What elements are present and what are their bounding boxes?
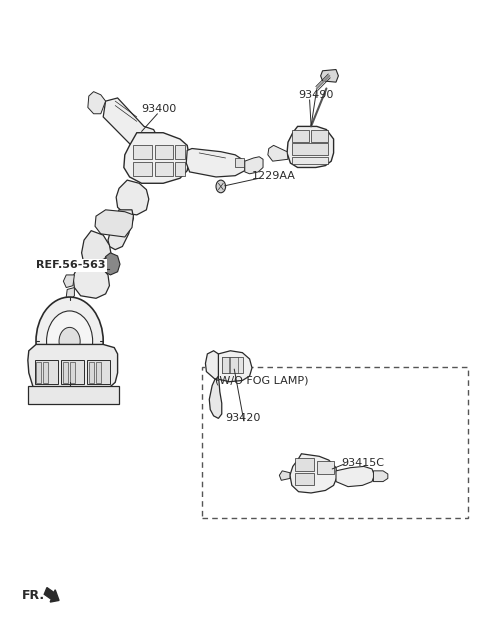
Polygon shape — [28, 386, 119, 404]
Bar — [96, 362, 101, 383]
Bar — [222, 357, 229, 373]
Text: 93400: 93400 — [142, 104, 177, 114]
Bar — [63, 362, 68, 383]
Polygon shape — [186, 149, 245, 177]
Bar — [292, 130, 309, 142]
Bar — [311, 130, 328, 142]
Bar — [155, 162, 173, 176]
Text: FR.: FR. — [22, 589, 45, 602]
Bar — [87, 360, 110, 384]
Polygon shape — [66, 288, 74, 300]
Polygon shape — [209, 379, 222, 418]
Bar — [235, 158, 244, 167]
Polygon shape — [373, 471, 388, 482]
Polygon shape — [95, 210, 133, 237]
Bar — [292, 157, 328, 164]
Bar — [175, 145, 185, 159]
Bar — [175, 162, 185, 176]
Bar — [295, 473, 314, 485]
Polygon shape — [336, 466, 374, 487]
Bar — [222, 357, 243, 373]
Text: REF.56-563: REF.56-563 — [36, 260, 106, 270]
Polygon shape — [108, 210, 133, 250]
Polygon shape — [287, 126, 334, 167]
Text: (W/O FOG LAMP): (W/O FOG LAMP) — [215, 375, 309, 386]
Bar — [89, 362, 94, 383]
Bar — [292, 143, 328, 155]
Polygon shape — [28, 344, 118, 389]
Bar — [70, 362, 75, 383]
Polygon shape — [279, 471, 290, 480]
FancyArrow shape — [44, 588, 59, 602]
Circle shape — [36, 297, 103, 386]
Polygon shape — [73, 262, 109, 298]
Polygon shape — [103, 253, 120, 275]
Bar — [61, 360, 84, 384]
Polygon shape — [218, 351, 252, 382]
Circle shape — [47, 311, 93, 372]
Polygon shape — [245, 157, 263, 174]
Polygon shape — [63, 275, 74, 288]
Text: 93415C: 93415C — [341, 458, 384, 468]
Polygon shape — [82, 231, 111, 273]
Text: 93420: 93420 — [226, 413, 261, 423]
Bar — [133, 145, 152, 159]
Polygon shape — [205, 351, 223, 379]
Bar — [317, 461, 334, 474]
Bar — [35, 360, 58, 384]
Bar — [43, 362, 48, 383]
Bar — [202, 367, 468, 518]
Polygon shape — [116, 180, 149, 215]
Polygon shape — [103, 98, 158, 155]
Polygon shape — [290, 454, 337, 493]
Polygon shape — [88, 92, 106, 114]
Polygon shape — [268, 145, 288, 161]
Circle shape — [59, 327, 80, 355]
Bar — [155, 145, 173, 159]
Polygon shape — [321, 70, 338, 82]
Polygon shape — [124, 133, 190, 183]
Text: 93490: 93490 — [299, 90, 334, 100]
Bar — [133, 162, 152, 176]
Bar — [295, 458, 314, 471]
Text: 1229AA: 1229AA — [252, 171, 296, 181]
Circle shape — [216, 180, 226, 193]
Bar — [230, 357, 238, 373]
Bar — [36, 362, 41, 383]
